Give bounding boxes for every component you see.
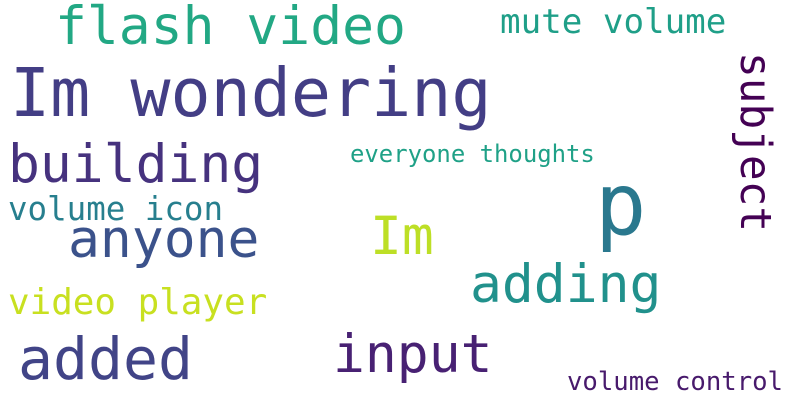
word-building: building bbox=[8, 134, 264, 195]
word-subject: subject bbox=[730, 52, 780, 233]
word-everyone-thoughts: everyone thoughts bbox=[350, 140, 595, 168]
word-flash-video: flash video bbox=[55, 0, 406, 57]
word-p: p bbox=[595, 156, 647, 255]
word-video-player: video player bbox=[8, 282, 268, 323]
word-im: Im bbox=[370, 206, 434, 267]
word-im-wondering: Im wondering bbox=[10, 54, 492, 132]
word-added: added bbox=[18, 325, 193, 393]
word-volume-control: volume control bbox=[567, 367, 783, 397]
word-adding: adding bbox=[470, 254, 662, 315]
word-volume-icon: volume icon bbox=[8, 190, 224, 228]
word-mute-volume: mute volume bbox=[500, 2, 727, 42]
word-anyone: anyone bbox=[68, 209, 260, 270]
word-input: input bbox=[333, 324, 493, 385]
